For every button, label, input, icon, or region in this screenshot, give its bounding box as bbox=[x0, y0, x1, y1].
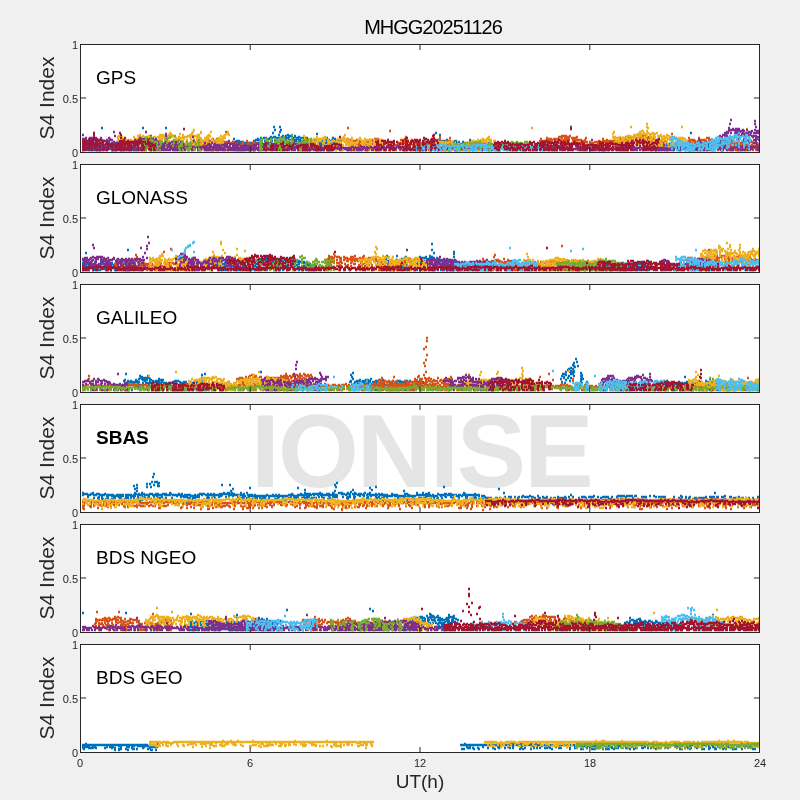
svg-text:IONISE: IONISE bbox=[251, 404, 592, 509]
